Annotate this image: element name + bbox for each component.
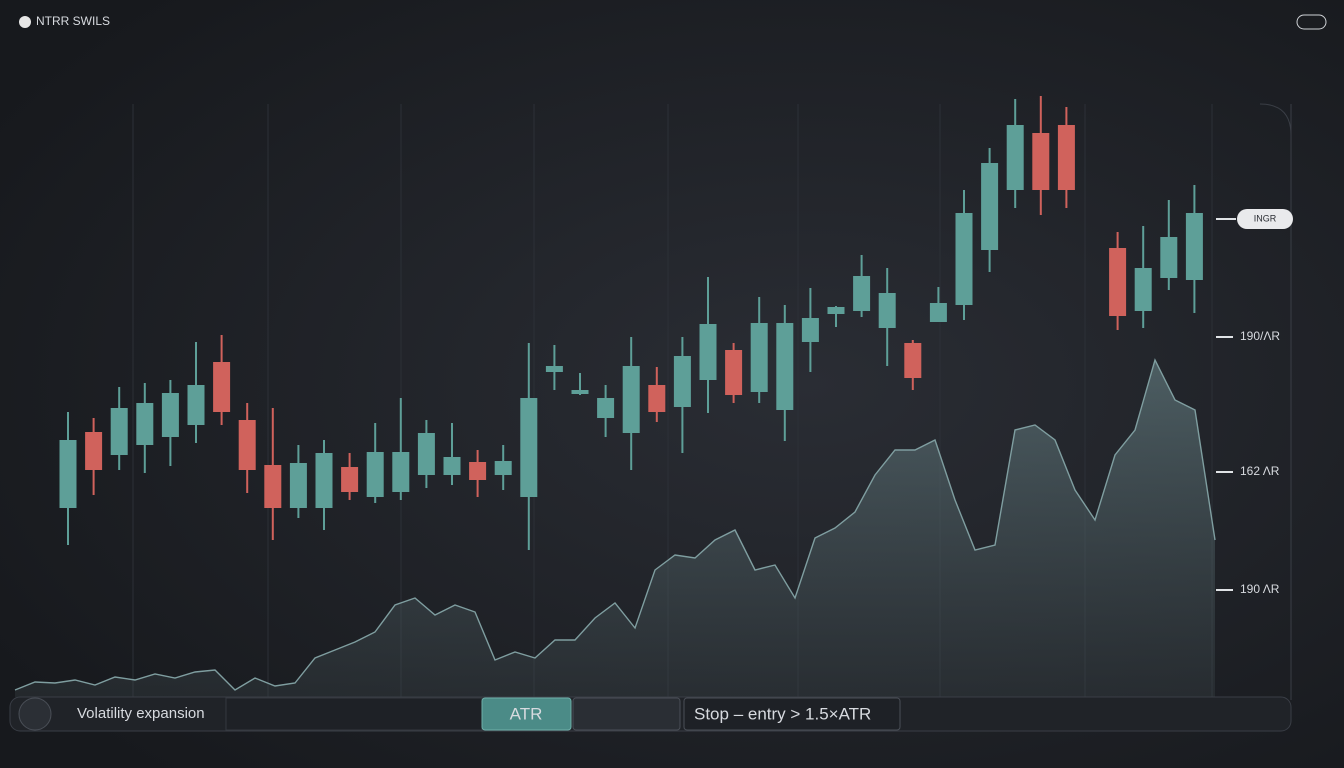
candle-body (545, 366, 563, 372)
candle-body (1160, 237, 1178, 278)
candle-body (341, 467, 359, 492)
candle-body (443, 457, 461, 475)
candle-body (1134, 268, 1152, 311)
candle-body (853, 276, 871, 311)
candle-body (1032, 133, 1050, 190)
badge (18, 697, 52, 731)
candle-body (187, 385, 205, 425)
candle-body (59, 440, 77, 508)
plot: 190/ΛR 162 ΛR 190 ΛR INGR (14, 96, 1293, 697)
candle-body (289, 463, 307, 508)
candle-body (1185, 213, 1203, 280)
y-tick-label: 190 ΛR (1240, 582, 1280, 596)
candle-body (827, 307, 845, 314)
candle-body (315, 453, 333, 508)
brand: NTRR SWILS (36, 14, 110, 28)
candle-body (469, 462, 487, 480)
candle-body (161, 393, 179, 437)
footer-note: Volatility expansion (77, 705, 205, 722)
atr-button[interactable] (481, 697, 572, 731)
atr-area (15, 360, 1215, 697)
candle-body (264, 465, 282, 508)
candle-body (597, 398, 615, 418)
candle-body (648, 385, 666, 412)
candle-body (571, 390, 589, 394)
candle-body (1006, 125, 1024, 190)
candle-body (699, 324, 717, 380)
price-label: INGR (1254, 213, 1277, 223)
candle-body (110, 408, 128, 455)
rule-box (683, 697, 901, 731)
atr-input[interactable] (572, 697, 681, 731)
candle-body (929, 303, 947, 322)
candle-body (417, 433, 435, 475)
candle-body (136, 403, 154, 445)
price-pill (1237, 209, 1293, 229)
candle-body (955, 213, 973, 305)
logo (19, 16, 31, 28)
plot-frame (1259, 103, 1292, 700)
rule-text: Stop – entry > 1.5×ATR (694, 704, 871, 723)
candle-body (801, 318, 819, 342)
candle-body (494, 461, 512, 475)
candle-body (725, 350, 743, 395)
menu-button[interactable] (1296, 14, 1327, 30)
candle-body (904, 343, 922, 378)
candle-body (878, 293, 896, 328)
candle-body (366, 452, 384, 497)
candle-body (85, 432, 103, 470)
candle-body (673, 356, 691, 407)
atr-line (14, 358, 1216, 691)
candle-body (776, 323, 794, 410)
candle-body (238, 420, 256, 470)
candle-body (622, 366, 640, 433)
candle-body (981, 163, 999, 250)
candle-body (1057, 125, 1075, 190)
atr-button-label: ATR (510, 704, 543, 723)
candle-body (750, 323, 768, 392)
footer-field (225, 697, 483, 731)
candle-body (520, 398, 538, 497)
candle-body (1109, 248, 1127, 316)
candle-body (392, 452, 410, 492)
y-tick-label: 162 ΛR (1240, 464, 1280, 478)
y-tick-label: 190/ΛR (1240, 329, 1280, 343)
candle-body (213, 362, 231, 412)
